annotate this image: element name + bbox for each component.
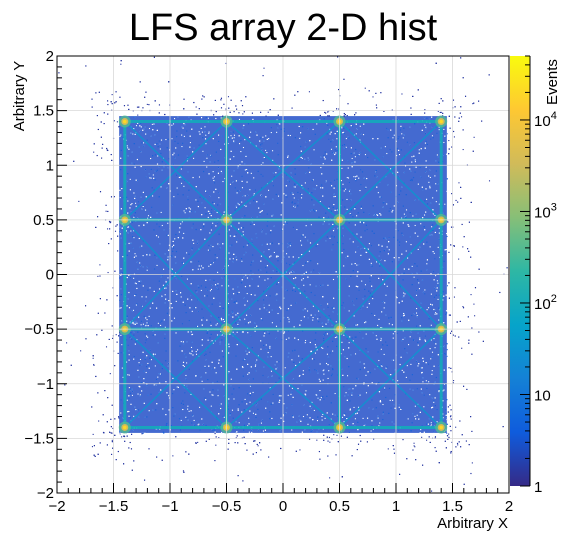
x-tick-label: 1 bbox=[392, 498, 400, 515]
y-tick-label: −2 bbox=[37, 485, 54, 502]
chart-title: LFS array 2-D hist bbox=[129, 7, 438, 49]
x-axis-label: Arbitrary X bbox=[437, 515, 508, 532]
y-tick-label: 2 bbox=[46, 48, 54, 65]
ticks bbox=[56, 55, 510, 494]
x-tick-label: 1.5 bbox=[442, 498, 463, 515]
y-tick-label: 0 bbox=[46, 267, 54, 284]
y-tick-label: 0.5 bbox=[33, 212, 54, 229]
colorbar-tick-label: 103 bbox=[534, 201, 557, 221]
x-tick-label: 2 bbox=[505, 498, 513, 515]
x-tick-label: −0.5 bbox=[212, 498, 242, 515]
x-tick-label: 0.5 bbox=[329, 498, 350, 515]
y-tick-label: −0.5 bbox=[24, 321, 54, 338]
x-tick-label: −2 bbox=[48, 498, 65, 515]
colorbar-tick-label: 10 bbox=[534, 387, 551, 404]
y-tick-label: 1.5 bbox=[33, 103, 54, 120]
colorbar-tick-label: 104 bbox=[534, 110, 557, 130]
y-axis-label: Arbitrary Y bbox=[11, 61, 28, 132]
y-tick-label: −1 bbox=[37, 376, 54, 393]
y-tick-label: 1 bbox=[46, 157, 54, 174]
y-tick-label: −1.5 bbox=[24, 430, 54, 447]
x-tick-label: −1.5 bbox=[99, 498, 129, 515]
colorbar-label: Events bbox=[544, 59, 561, 105]
colorbar bbox=[510, 56, 530, 486]
colorbar-tick-label: 1 bbox=[534, 479, 542, 496]
x-tick-label: 0 bbox=[279, 498, 287, 515]
axes: −2 −1.5 −1 −0.5 0 0.5 1 1.5 2 −2 −1.5 −1 −0.5 0 0.5 1 1.… bbox=[24, 48, 556, 515]
colorbar-tick-label: 102 bbox=[534, 293, 557, 313]
x-tick-label: −1 bbox=[161, 498, 178, 515]
